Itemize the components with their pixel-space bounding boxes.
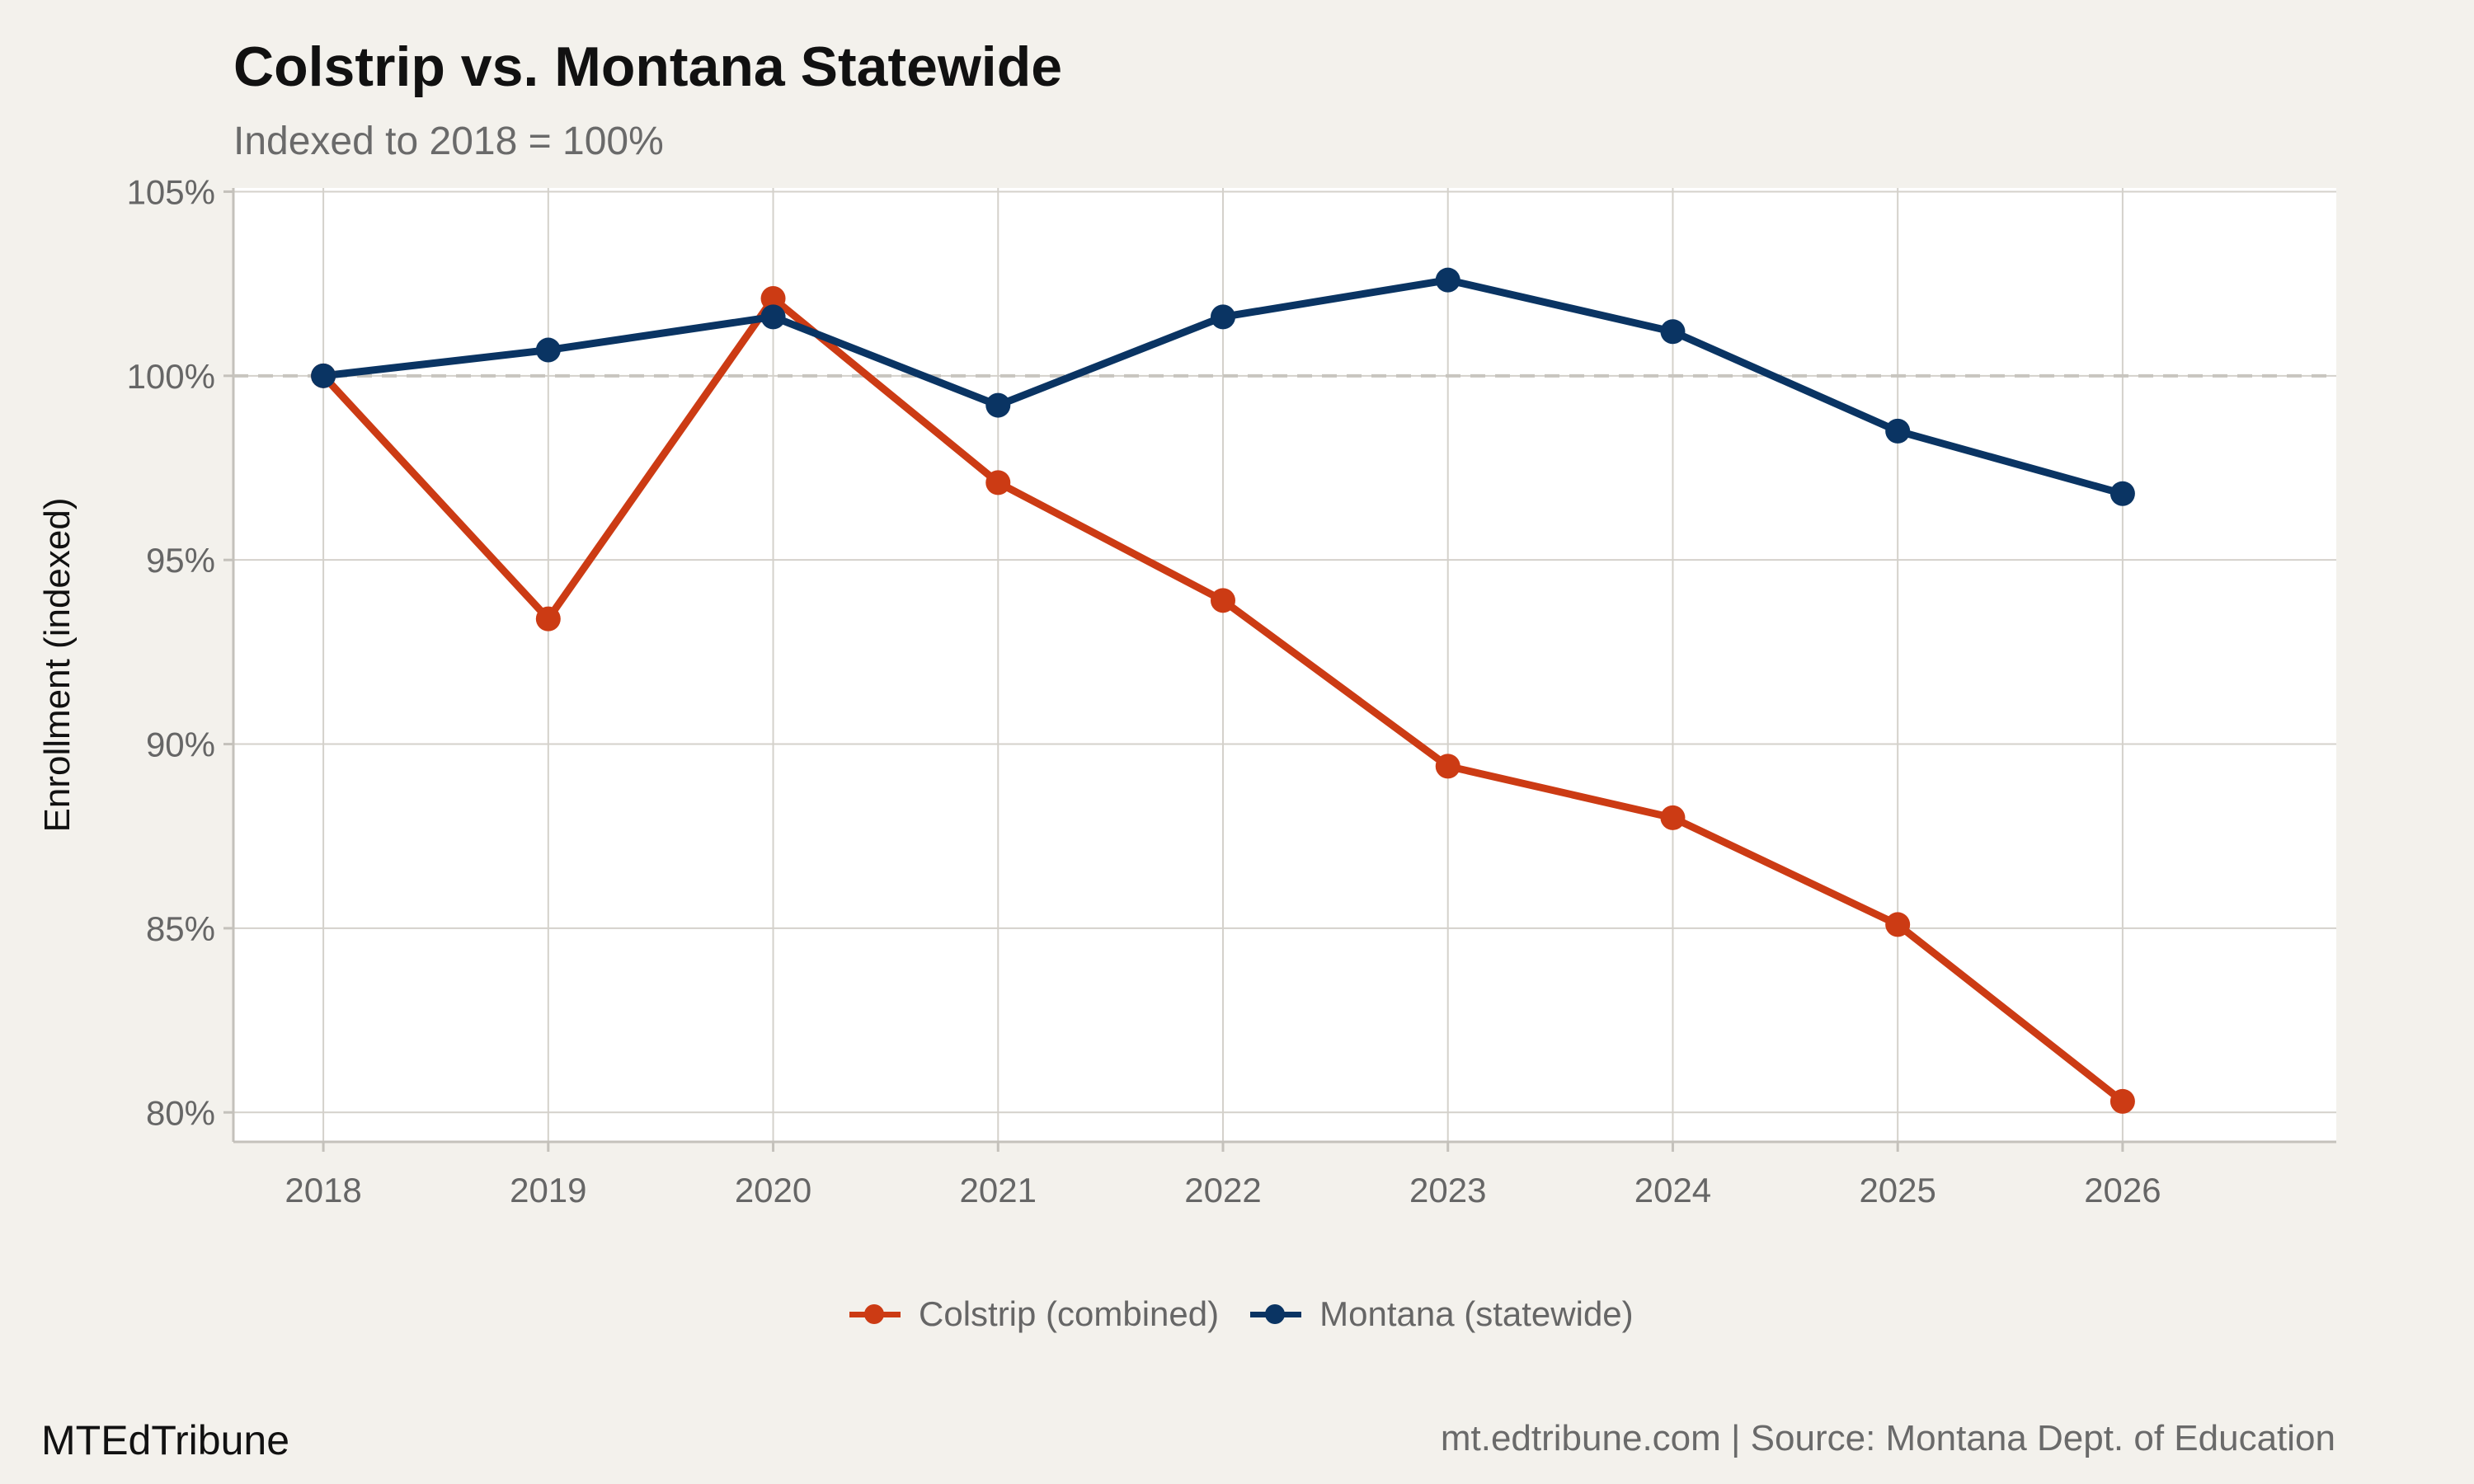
data-point-series-1 — [1435, 267, 1460, 293]
data-point-series-1 — [1660, 319, 1686, 345]
x-tick-label: 2025 — [1859, 1171, 1935, 1209]
data-point-series-0 — [1660, 805, 1686, 830]
data-point-series-0 — [2109, 1088, 2135, 1114]
x-tick-label: 2021 — [960, 1171, 1037, 1209]
legend-key-montana — [1250, 1304, 1302, 1324]
data-point-series-0 — [985, 470, 1011, 495]
y-axis-title: Enrollment (indexed) — [37, 498, 78, 833]
y-tick-label: 90% — [146, 726, 215, 764]
data-point-series-0 — [1211, 588, 1235, 613]
source-note: mt.edtribune.com | Source: Montana Dept.… — [1440, 1418, 2335, 1458]
data-point-series-1 — [311, 363, 336, 388]
x-tick-label: 2019 — [510, 1171, 586, 1209]
y-tick-label: 105% — [127, 172, 215, 211]
data-point-series-1 — [985, 392, 1011, 418]
legend-item-montana: Montana (statewide) — [1250, 1294, 1634, 1334]
x-tick-label: 2026 — [2084, 1171, 2161, 1209]
legend: Colstrip (combined) Montana (statewide) — [849, 1294, 1665, 1334]
data-point-series-0 — [760, 286, 786, 312]
legend-item-colstrip: Colstrip (combined) — [849, 1294, 1219, 1334]
y-tick-label: 95% — [146, 541, 215, 580]
x-tick-label: 2024 — [1634, 1171, 1711, 1209]
x-tick-label: 2022 — [1184, 1171, 1261, 1209]
x-tick-label: 2018 — [285, 1171, 361, 1209]
y-tick-label: 80% — [146, 1093, 215, 1132]
legend-key-colstrip — [849, 1304, 901, 1324]
data-point-series-1 — [2109, 481, 2135, 506]
chart-title: Colstrip vs. Montana Statewide — [233, 35, 1063, 98]
legend-label-colstrip: Colstrip (combined) — [919, 1294, 1220, 1333]
brand-label: MTEdTribune — [41, 1417, 290, 1463]
data-point-series-1 — [760, 304, 786, 330]
data-point-series-0 — [535, 606, 561, 632]
data-point-series-0 — [1885, 912, 1911, 937]
y-tick-label: 100% — [127, 357, 215, 396]
chart-subtitle: Indexed to 2018 = 100% — [233, 120, 664, 163]
data-point-series-0 — [1435, 754, 1460, 779]
data-point-series-1 — [535, 337, 561, 363]
data-point-series-1 — [1211, 304, 1235, 330]
legend-label-montana: Montana (statewide) — [1319, 1294, 1634, 1333]
y-tick-label: 85% — [146, 909, 215, 948]
x-tick-label: 2020 — [735, 1171, 811, 1209]
x-tick-label: 2023 — [1409, 1171, 1486, 1209]
data-point-series-1 — [1885, 418, 1911, 444]
